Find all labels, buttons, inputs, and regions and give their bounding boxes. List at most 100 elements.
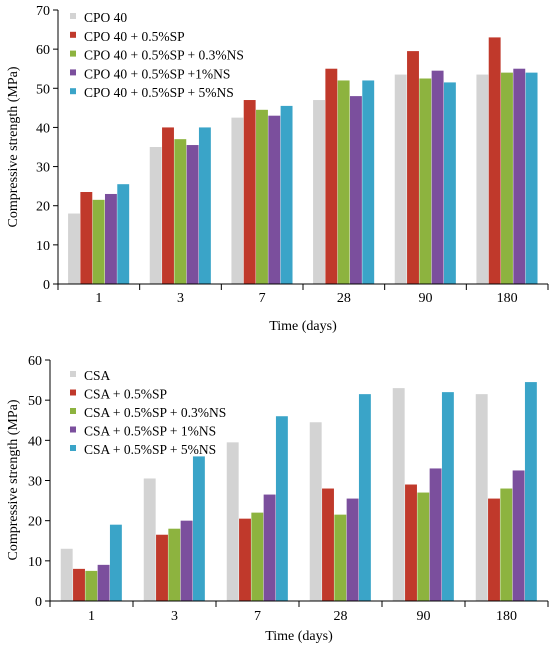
bar <box>419 78 432 284</box>
bar <box>226 442 239 601</box>
bar <box>392 388 405 601</box>
bar <box>192 456 205 601</box>
bar <box>180 520 193 601</box>
legend-label: CPO 40 + 0.5%SP + 0.3%NS <box>84 48 244 63</box>
x-tick-label: 90 <box>419 291 433 306</box>
legend-label: CPO 40 + 0.5%SP <box>84 29 185 44</box>
bar <box>513 68 526 285</box>
legend-label: CSA <box>84 368 111 383</box>
bar <box>174 139 187 284</box>
x-tick-label: 3 <box>177 291 184 306</box>
y-tick-label: 60 <box>28 354 42 369</box>
chart-cpo40: 0 10 20 30 40 50 60 70 1 3 7 28 90 180 Time (days) Comp… <box>6 4 549 334</box>
bar <box>512 470 525 601</box>
legend-swatch <box>70 426 76 433</box>
x-axis-title: Time (days) <box>269 319 337 334</box>
bar <box>143 478 156 601</box>
x-tick-label: 1 <box>95 291 102 306</box>
y-tick-label: 40 <box>28 434 42 449</box>
legend-swatch <box>70 445 76 451</box>
x-tick-label: 28 <box>334 609 348 624</box>
legend-swatch <box>70 13 76 19</box>
x-tick-label: 7 <box>259 291 266 306</box>
y-tick-label: 50 <box>28 394 42 409</box>
bar <box>80 192 93 284</box>
y-tick-label: 60 <box>36 43 50 58</box>
bar <box>441 392 454 601</box>
y-tick-label: 0 <box>35 595 42 610</box>
bar <box>524 382 537 601</box>
bar <box>231 117 244 284</box>
x-axis-title: Time (days) <box>265 629 333 644</box>
legend-label: CPO 40 + 0.5%SP + 5%NS <box>84 85 234 100</box>
bar <box>337 80 350 285</box>
y-tick-label: 0 <box>43 278 50 293</box>
bar <box>431 70 444 284</box>
bar <box>243 100 256 284</box>
legend-swatch <box>70 88 76 95</box>
y-tick-label: 10 <box>36 239 50 254</box>
bar <box>362 80 375 285</box>
legend-swatch <box>70 408 76 414</box>
y-tick-label: 40 <box>36 121 50 136</box>
x-tick-label: 3 <box>171 609 178 624</box>
bar <box>239 518 251 601</box>
bar <box>186 145 199 284</box>
y-tick-label: 30 <box>36 161 50 176</box>
x-tick-label: 90 <box>417 609 431 624</box>
bar <box>256 109 268 284</box>
bar <box>162 127 174 285</box>
y-axis-title: Compressive strength (MPa) <box>6 66 21 227</box>
bar <box>60 548 73 601</box>
bars-group <box>68 37 538 285</box>
legend: CPO 40 CPO 40 + 0.5%SP CPO 40 + 0.5%SP + 0… <box>70 10 244 100</box>
bar <box>476 74 489 284</box>
legend-swatch <box>70 69 76 76</box>
x-tick-label: 1 <box>88 609 95 624</box>
bar <box>268 115 281 284</box>
bar <box>525 72 538 284</box>
bar <box>405 484 417 601</box>
bar <box>346 498 359 601</box>
bar <box>117 184 130 284</box>
bar <box>104 193 117 284</box>
legend: CSA CSA + 0.5%SP CSA + 0.5%SP + 0.3%NS CSA … <box>70 368 226 457</box>
bar <box>334 514 347 601</box>
bar <box>349 96 362 284</box>
y-tick-label: 20 <box>28 515 42 530</box>
legend-label: CSA + 0.5%SP <box>84 387 167 402</box>
bar <box>407 51 419 284</box>
x-tick-label: 28 <box>337 291 351 306</box>
y-tick-label: 20 <box>36 200 50 215</box>
bar <box>85 570 98 602</box>
y-tick-label: 50 <box>36 82 50 97</box>
bar <box>275 416 288 601</box>
bar <box>68 213 80 284</box>
bar <box>313 100 325 284</box>
chart-csa: 0 10 20 30 40 50 60 1 3 7 28 90 180 Time (days) Compre… <box>6 354 549 644</box>
y-tick-label: 70 <box>36 4 50 19</box>
bar <box>92 199 105 284</box>
x-tick-label: 7 <box>254 609 261 624</box>
x-tick-label: 180 <box>496 609 517 624</box>
legend-label: CSA + 0.5%SP + 0.3%NS <box>84 405 226 420</box>
bar <box>325 68 338 285</box>
y-tick-label: 30 <box>28 475 42 490</box>
bar <box>309 422 322 601</box>
x-tick-label: 180 <box>497 291 518 306</box>
bar <box>73 568 85 601</box>
legend-swatch <box>70 371 76 377</box>
bar <box>280 105 293 285</box>
legend-label: CPO 40 <box>84 10 127 25</box>
bar <box>429 468 442 601</box>
legend-label: CSA + 0.5%SP + 1%NS <box>84 424 216 439</box>
bar <box>168 528 181 601</box>
bar <box>109 524 122 601</box>
bar <box>156 534 168 601</box>
bar <box>475 394 488 601</box>
bar <box>417 492 430 601</box>
bar <box>488 37 501 285</box>
bar <box>500 488 513 601</box>
legend-swatch <box>70 50 76 57</box>
